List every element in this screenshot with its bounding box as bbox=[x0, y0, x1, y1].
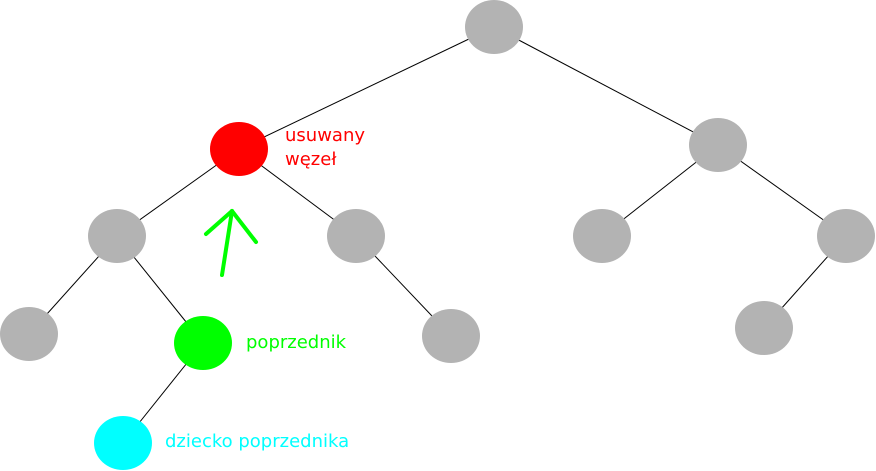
removed-node-label-line2: węzeł bbox=[285, 149, 337, 170]
node-removed bbox=[210, 122, 268, 176]
node-right-left bbox=[573, 209, 631, 263]
up-arrow-head-left bbox=[204, 209, 234, 236]
node-right bbox=[689, 118, 747, 172]
up-arrow-icon bbox=[204, 209, 258, 277]
node-root bbox=[465, 0, 523, 54]
node-predecessor-child bbox=[94, 416, 152, 470]
node-ll-left bbox=[0, 307, 58, 361]
node-predecessor bbox=[174, 316, 232, 370]
node-left-right bbox=[327, 209, 385, 263]
tree-edges bbox=[28, 26, 847, 444]
node-right-right bbox=[817, 209, 875, 263]
node-left-left bbox=[88, 209, 146, 263]
predecessor-label: poprzednik bbox=[246, 332, 347, 353]
edge-root-to-right bbox=[493, 26, 719, 146]
node-rr-left bbox=[735, 301, 793, 355]
up-arrow-shaft bbox=[220, 209, 234, 277]
edge-root-to-removed bbox=[238, 26, 495, 150]
node-lr-right bbox=[422, 309, 480, 363]
predecessor-child-label: dziecko poprzednika bbox=[165, 431, 350, 452]
removed-node-label: usuwany węzeł bbox=[285, 124, 365, 172]
up-arrow-head-right bbox=[230, 209, 258, 244]
removed-node-label-line1: usuwany bbox=[285, 125, 366, 146]
